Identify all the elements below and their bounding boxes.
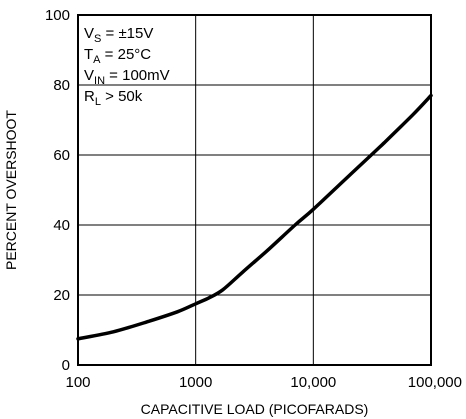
- condition-line: VS = ±15V: [84, 25, 153, 45]
- x-tick-label: 100: [65, 374, 90, 391]
- condition-line: RL > 50k: [84, 88, 143, 108]
- y-tick-label: 80: [53, 77, 70, 94]
- y-tick-label: 20: [53, 287, 70, 304]
- y-tick-label: 100: [45, 7, 70, 24]
- plot-frame: [77, 14, 432, 366]
- x-axis-title: CAPACITIVE LOAD (PICOFARADS): [141, 401, 369, 417]
- tick-labels: 0 20 40 60 80 100 100 1000 10,000 100,000: [45, 7, 462, 391]
- y-axis-title: PERCENT OVERSHOOT: [3, 110, 19, 270]
- y-tick-label: 40: [53, 217, 70, 234]
- x-tick-label: 1000: [179, 374, 212, 391]
- condition-line: TA = 25°C: [84, 46, 151, 66]
- x-tick-label: 100,000: [408, 374, 462, 391]
- y-tick-label: 0: [62, 357, 70, 374]
- series-line: [76, 93, 433, 341]
- x-tick-label: 10,000: [290, 374, 336, 391]
- condition-line: VIN = 100mV: [84, 67, 170, 87]
- grid: [78, 15, 431, 365]
- y-tick-label: 60: [53, 147, 70, 164]
